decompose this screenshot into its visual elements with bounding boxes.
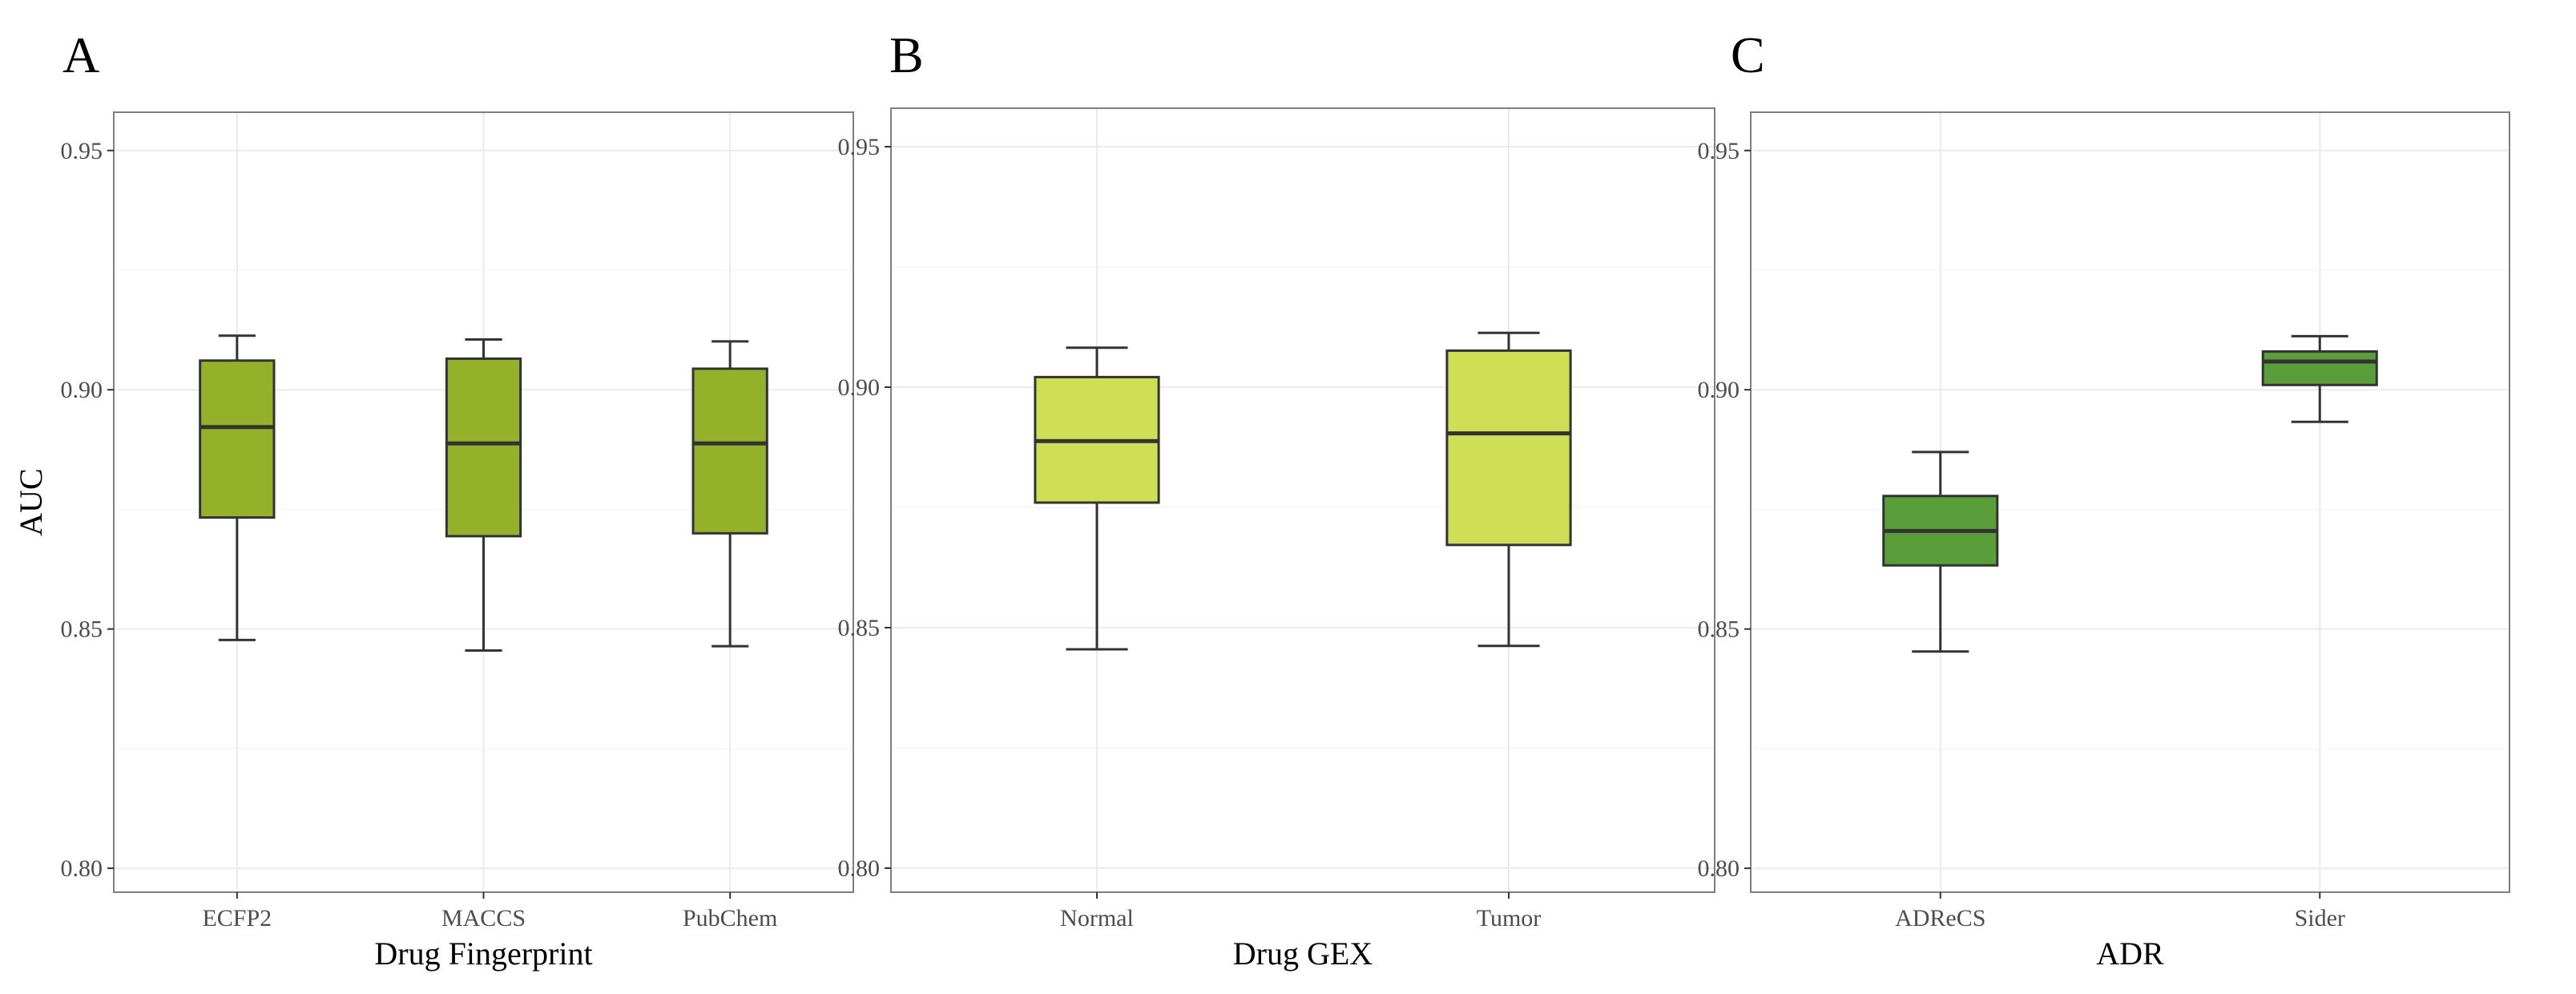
- y-tick-label: 0.80: [1698, 855, 1740, 882]
- y-tick-label: 0.85: [1698, 616, 1740, 643]
- x-tick-label: Tumor: [1477, 905, 1542, 931]
- y-tick-label: 0.85: [61, 616, 103, 643]
- y-tick-label: 0.90: [61, 377, 103, 403]
- iqr-box: [691, 367, 768, 535]
- panel-b: 0.80 0.85 0.90 0.95 Normal Tumor Drug GEX B: [838, 26, 1715, 972]
- x-tick-label: PubChem: [683, 905, 777, 931]
- box-normal: [1034, 346, 1160, 651]
- x-axis-title: ADR: [2096, 935, 2164, 972]
- iqr-box: [2261, 350, 2378, 386]
- x-tick-label: Normal: [1060, 905, 1134, 931]
- plot-border: [1750, 111, 2510, 893]
- plot-border: [890, 107, 1715, 893]
- y-tick-label: 0.80: [838, 855, 881, 882]
- x-tick-label: ECFP2: [202, 905, 272, 931]
- panel-c: 0.80 0.85 0.90 0.95 ADReCS Sider ADR C: [1698, 26, 2510, 972]
- iqr-box: [1445, 349, 1572, 547]
- plot-frame: [890, 107, 1715, 893]
- y-tick-label: 0.95: [1698, 138, 1740, 164]
- x-tick-label: Sider: [2295, 905, 2345, 931]
- y-axis-title: AUC: [13, 468, 49, 535]
- box-ecfp2: [199, 334, 276, 641]
- y-tick-label: 0.80: [61, 855, 103, 882]
- box-maccs: [445, 338, 522, 653]
- x-tick-label: ADReCS: [1895, 905, 1985, 931]
- box-pubchem: [691, 340, 768, 648]
- x-axis-title: Drug Fingerprint: [374, 935, 592, 972]
- box-tumor: [1445, 331, 1572, 648]
- plot-frame: [1750, 111, 2510, 893]
- iqr-box: [199, 359, 276, 519]
- y-tick-label: 0.90: [1698, 377, 1740, 403]
- panel-label: B: [889, 26, 924, 83]
- y-tick-label: 0.85: [838, 615, 881, 641]
- y-tick-label: 0.95: [838, 134, 881, 160]
- panel-a: 0.80 0.85 0.90 0.95 ECFP2 MACCS PubChem Drug Fi…: [13, 26, 854, 972]
- panel-label: A: [62, 26, 99, 83]
- box-adrecs: [1882, 451, 1999, 653]
- panel-label: C: [1731, 26, 1765, 83]
- y-tick-label: 0.95: [61, 138, 103, 164]
- x-axis-title: Drug GEX: [1233, 935, 1373, 972]
- iqr-box: [445, 357, 522, 538]
- y-tick-label: 0.90: [838, 374, 881, 401]
- x-tick-label: MACCS: [441, 905, 526, 931]
- box-sider: [2261, 334, 2378, 423]
